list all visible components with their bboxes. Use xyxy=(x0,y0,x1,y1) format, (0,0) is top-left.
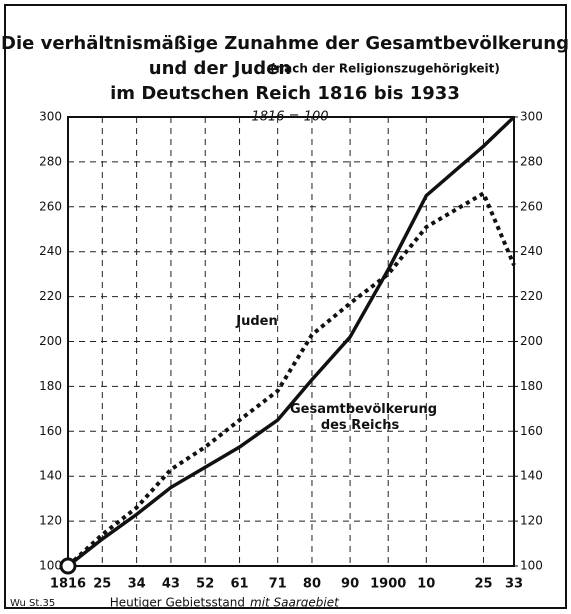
y2-tick-label: 300 xyxy=(520,110,543,124)
y2-tick-label: 180 xyxy=(520,379,543,393)
y-tick-label: 100 xyxy=(39,559,62,573)
series-label: Juden xyxy=(236,314,278,329)
x-tick-label: 33 xyxy=(505,577,523,592)
x-tick-label: 80 xyxy=(303,577,321,592)
x-tick-label: 1816 xyxy=(50,577,86,592)
y2-tick-label: 160 xyxy=(520,424,543,438)
y2-tick-label: 280 xyxy=(520,154,543,168)
line xyxy=(66,190,516,568)
plot-frame xyxy=(67,116,515,567)
x-tick-label: 90 xyxy=(341,577,359,592)
y-tick-label: 260 xyxy=(39,199,62,213)
x-tick-label: 61 xyxy=(230,577,248,592)
y2-tick-label: 220 xyxy=(520,289,543,303)
x-tick-label: 34 xyxy=(128,577,146,592)
x-tick-label: 1900 xyxy=(370,577,406,592)
origin-marker xyxy=(59,557,77,575)
x-tick-label: 10 xyxy=(417,577,435,592)
y-tick-label: 160 xyxy=(39,424,62,438)
x-tick-label: 43 xyxy=(162,577,180,592)
y-tick-label: 240 xyxy=(39,244,62,258)
y2-tick-label: 140 xyxy=(520,469,543,483)
y-tick-label: 140 xyxy=(39,469,62,483)
y2-tick-label: 100 xyxy=(520,559,543,573)
y-tick-label: 280 xyxy=(39,154,62,168)
x-tick-label: 71 xyxy=(269,577,287,592)
y-tick-label: 180 xyxy=(39,379,62,393)
footer: Heutiger Gebietsstand xyxy=(110,596,245,610)
frame xyxy=(4,4,567,609)
x-tick-label: 25 xyxy=(474,577,492,592)
y-tick-label: 200 xyxy=(39,334,62,348)
y-tick-label: 220 xyxy=(39,289,62,303)
title-line: Die verhältnismäßige Zunahme der Gesamtb… xyxy=(1,33,569,54)
y2-tick-label: 240 xyxy=(520,244,543,258)
title-line: im Deutschen Reich 1816 bis 1933 xyxy=(110,83,460,104)
y2-tick-label: 200 xyxy=(520,334,543,348)
source: Wu St.35 xyxy=(10,598,55,609)
series-label: Gesamtbevölkerung des Reichs xyxy=(290,402,438,433)
x-tick-label: 25 xyxy=(93,577,111,592)
footer: mit Saargebiet xyxy=(250,596,340,610)
y2-tick-label: 260 xyxy=(520,199,543,213)
title-line: (nach der Religionszugehörigkeit) xyxy=(270,62,500,76)
y-tick-label: 300 xyxy=(39,110,62,124)
x-tick-label: 52 xyxy=(196,577,214,592)
title-line: und der Juden xyxy=(149,58,291,79)
y2-tick-label: 120 xyxy=(520,514,543,528)
y-tick-label: 120 xyxy=(39,514,62,528)
line xyxy=(66,115,516,568)
